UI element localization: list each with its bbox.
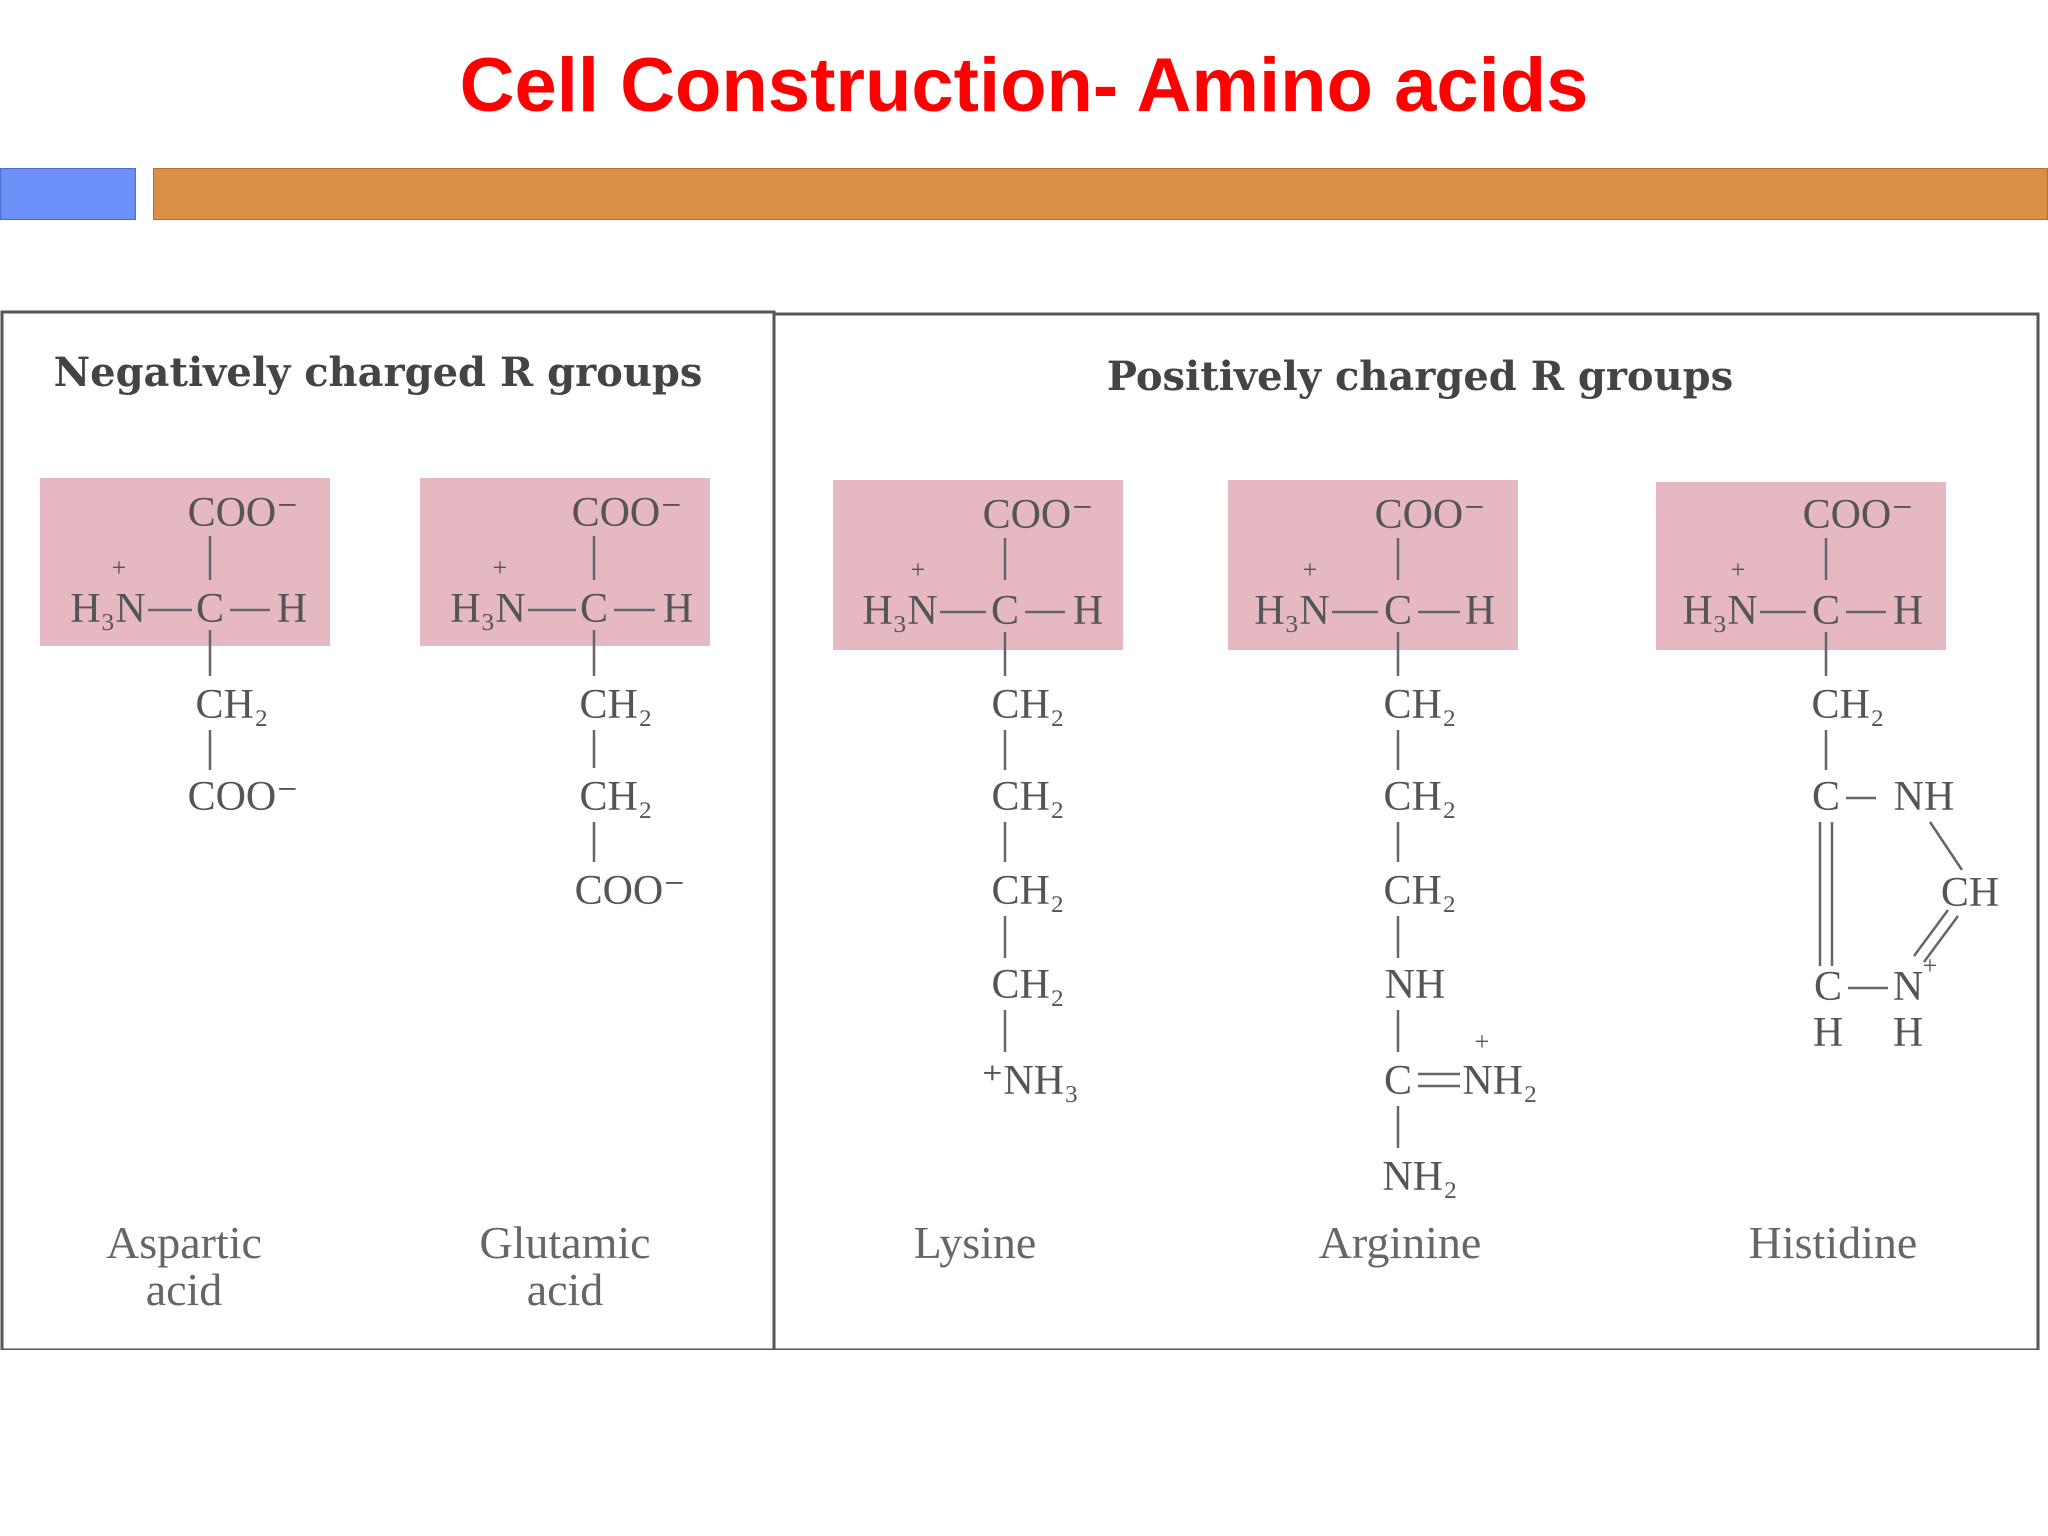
amino-group: H₃N xyxy=(1682,588,1757,634)
backbone-highlight xyxy=(40,478,330,646)
carboxylate-group: COO⁻ xyxy=(1375,492,1486,538)
histidine-structure: COO⁻ H₃N + C H CH₂ C NH CH N + C H H His… xyxy=(1656,482,1999,1268)
ring-h: H xyxy=(1813,1010,1843,1056)
ring-carbon-5: C xyxy=(1814,964,1842,1010)
side-chain-ch2: CH₂ xyxy=(580,774,653,820)
alpha-hydrogen: H xyxy=(1073,588,1103,634)
carboxylate-group: COO⁻ xyxy=(572,490,683,536)
side-chain-nh: NH xyxy=(1385,962,1446,1008)
carboxylate-group: COO⁻ xyxy=(1803,492,1914,538)
backbone-highlight xyxy=(1228,480,1518,650)
alpha-hydrogen: H xyxy=(1893,588,1923,634)
negative-header: Negatively charged R groups xyxy=(54,349,703,396)
guanidino-nh2: NH₂ xyxy=(1382,1154,1457,1200)
positive-charge: + xyxy=(911,555,926,584)
aspartic-acid-label-2: acid xyxy=(146,1264,223,1315)
amino-group: H₃N xyxy=(862,588,937,634)
side-chain-carboxylate: COO⁻ xyxy=(575,868,686,914)
accent-bar-blue xyxy=(0,168,136,220)
backbone-highlight xyxy=(833,480,1123,650)
alpha-carbon: C xyxy=(1812,588,1840,634)
side-chain-ch2: CH₂ xyxy=(1384,682,1457,728)
backbone-highlight xyxy=(1656,482,1946,650)
side-chain-ch2: CH₂ xyxy=(992,868,1065,914)
alpha-carbon: C xyxy=(196,586,224,632)
side-chain-ch2: CH₂ xyxy=(992,682,1065,728)
side-chain-ch2: CH₂ xyxy=(992,962,1065,1008)
ring-h: H xyxy=(1893,1010,1923,1056)
positive-charge: + xyxy=(1923,951,1938,980)
guanidino-nh2-charged: NH₂ xyxy=(1462,1058,1537,1104)
alpha-carbon: C xyxy=(1384,588,1412,634)
positive-charge: + xyxy=(1303,555,1318,584)
carboxylate-group: COO⁻ xyxy=(983,492,1094,538)
backbone-highlight xyxy=(420,478,710,646)
lysine-structure: COO⁻ H₃N + C H CH₂ CH₂ CH₂ CH₂ ⁺NH₃ Lysi… xyxy=(833,480,1123,1268)
ring-nh: NH xyxy=(1894,774,1955,820)
ring-carbon-4: C xyxy=(1812,774,1840,820)
alpha-carbon: C xyxy=(580,586,608,632)
side-chain-ch2: CH₂ xyxy=(580,682,653,728)
positive-charge: + xyxy=(1731,555,1746,584)
positive-charge: + xyxy=(493,553,508,582)
amino-group: H₃N xyxy=(70,586,145,632)
alpha-hydrogen: H xyxy=(1465,588,1495,634)
alpha-hydrogen: H xyxy=(277,586,307,632)
histidine-label: Histidine xyxy=(1749,1217,1918,1268)
glutamic-acid-label-2: acid xyxy=(527,1264,604,1315)
arginine-label: Arginine xyxy=(1319,1217,1482,1268)
side-chain-ch2: CH₂ xyxy=(1812,682,1885,728)
ring-ch: CH xyxy=(1941,870,1999,916)
guanidino-carbon: C xyxy=(1384,1058,1412,1104)
glutamic-acid-structure: COO⁻ H₃N + C H CH₂ CH₂ COO⁻ Glutamic aci… xyxy=(420,478,710,1315)
aspartic-acid-structure: COO⁻ H₃N + C H CH₂ COO⁻ Aspartic acid xyxy=(40,478,330,1315)
alpha-carbon: C xyxy=(991,588,1019,634)
glutamic-acid-label: Glutamic xyxy=(479,1217,650,1268)
carboxylate-group: COO⁻ xyxy=(188,490,299,536)
side-chain-ch2: CH₂ xyxy=(1384,868,1457,914)
ring-n-plus: N xyxy=(1893,964,1923,1010)
aspartic-acid-label: Aspartic xyxy=(106,1217,262,1268)
accent-bar-orange xyxy=(153,168,2048,220)
side-chain-carboxylate: COO⁻ xyxy=(188,774,299,820)
lysine-label: Lysine xyxy=(914,1217,1037,1268)
amino-group: H₃N xyxy=(450,586,525,632)
positive-charge: + xyxy=(1475,1027,1490,1056)
side-chain-ch2: CH₂ xyxy=(196,682,269,728)
slide-title: Cell Construction- Amino acids xyxy=(459,43,1589,128)
positive-header: Positively charged R groups xyxy=(1107,353,1733,400)
side-chain-ammonium: ⁺NH₃ xyxy=(981,1058,1078,1104)
arginine-structure: COO⁻ H₃N + C H CH₂ CH₂ CH₂ NH C NH₂ + NH… xyxy=(1228,480,1538,1268)
side-chain-ch2: CH₂ xyxy=(1384,774,1457,820)
negative-panel xyxy=(0,310,776,1350)
side-chain-ch2: CH₂ xyxy=(992,774,1065,820)
positive-charge: + xyxy=(112,553,127,582)
amino-group: H₃N xyxy=(1254,588,1329,634)
amino-acid-figure: Negatively charged R groups Positively c… xyxy=(0,310,2048,1350)
alpha-hydrogen: H xyxy=(663,586,693,632)
